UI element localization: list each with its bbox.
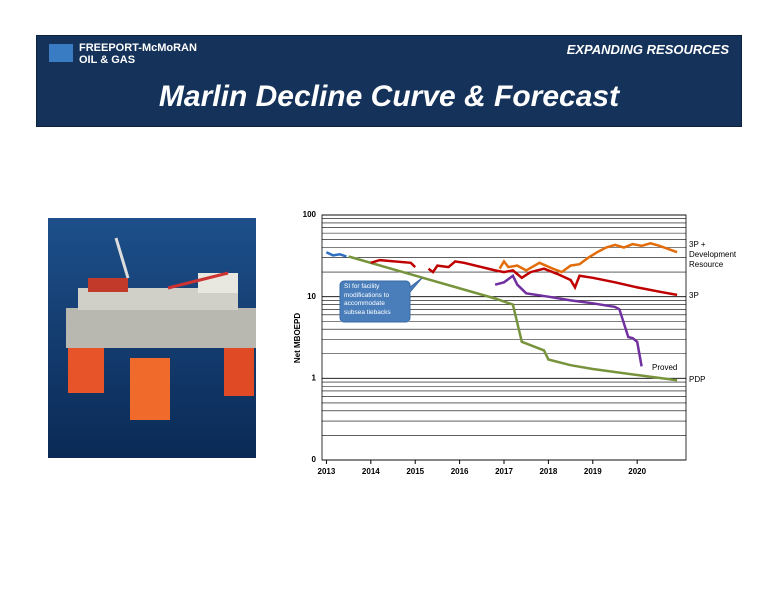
annotation: SI for facility modifications to accommo… [344, 283, 391, 316]
callout [339, 277, 423, 323]
x-tick-label: 2017 [495, 467, 513, 476]
y-tick-label: 0 [312, 455, 317, 464]
slide-title: Marlin Decline Curve & Forecast [158, 80, 620, 113]
series-line [348, 255, 678, 382]
x-tick-label: 2014 [362, 467, 380, 476]
series-label: PDP [689, 375, 706, 384]
x-tick-label: 2020 [628, 467, 646, 476]
series-label: 3P + Development Resource [689, 240, 737, 269]
series-line [370, 258, 678, 297]
x-tick-label: 2013 [318, 467, 336, 476]
x-tick-label: 2016 [451, 467, 469, 476]
logo-icon [49, 44, 73, 62]
y-tick-label: 1 [312, 373, 317, 382]
series-label: 3P [689, 291, 699, 300]
series-label: Proved [652, 363, 678, 372]
series-line [494, 273, 643, 367]
series-line [325, 251, 347, 258]
y-tick-label: 10 [307, 292, 316, 301]
plot-area [321, 214, 687, 461]
series-label: 3P [689, 291, 699, 300]
x-tick-label: 2018 [539, 467, 557, 476]
logo-text: FREEPORT-McMoRAN [79, 42, 197, 54]
platform-photo [48, 218, 256, 458]
tagline: EXPANDING RESOURCES [566, 42, 729, 57]
x-tick-label: 2019 [584, 467, 602, 476]
series-label: Proved [652, 363, 678, 372]
series-label: 3P + Development Resource [689, 240, 737, 269]
logo-text: OIL & GAS [79, 54, 136, 66]
y-axis-label: Net MBOEPD [293, 313, 302, 363]
x-tick-label: 2015 [406, 467, 424, 476]
header-banner: FREEPORT-McMoRAN OIL & GAS EXPANDING RES… [36, 35, 742, 127]
annotation: SI for facility modifications to accommo… [344, 283, 391, 316]
y-tick-label: 100 [303, 210, 317, 219]
series-line [498, 242, 678, 274]
series-label: PDP [689, 375, 706, 384]
